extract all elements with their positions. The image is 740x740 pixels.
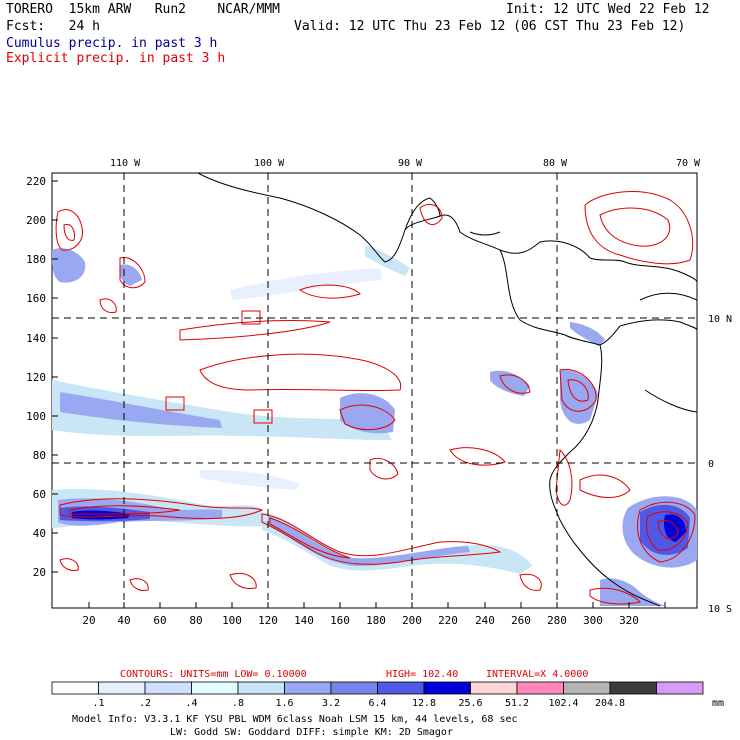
x-tick: 180 (366, 614, 386, 627)
lat-labels: 10 N 0 10 S (708, 314, 732, 615)
color-bar-swatch (284, 681, 332, 695)
color-bar-labels: .1 .2 .4 .8 1.6 3.2 6.4 12.8 25.6 51.2 102.4 204.8 (92, 698, 625, 709)
color-bar-swatch (609, 681, 657, 695)
color-bar-unit: mm (712, 698, 724, 709)
y-tick: 40 (33, 527, 46, 540)
coastlines (197, 173, 697, 607)
color-bar-swatch (237, 681, 285, 695)
color-bar-swatch (191, 681, 239, 695)
y-tick: 120 (26, 371, 46, 384)
x-tick: 80 (189, 614, 202, 627)
color-bar-label: .1 (92, 698, 104, 709)
contour-high: HIGH= 102.40 (386, 669, 458, 680)
color-bar-label: .4 (185, 698, 197, 709)
color-bar-label: 51.2 (505, 698, 529, 709)
valid-time: Valid: 12 UTC Thu 23 Feb 12 (06 CST Thu … (294, 19, 686, 34)
y-tick: 140 (26, 332, 46, 345)
init-time: Init: 12 UTC Wed 22 Feb 12 (506, 2, 710, 17)
model-info: Model Info: V3.3.1 KF YSU PBL WDM 6class… (72, 714, 518, 725)
x-tick: 260 (511, 614, 531, 627)
color-bar-label: 102.4 (548, 698, 578, 709)
explicit-legend: Explicit precip. in past 3 h (6, 51, 226, 66)
contour-info: CONTOURS: UNITS=mm LOW= 0.10000 HIGH= 10… (120, 669, 588, 680)
x-tick: 60 (153, 614, 166, 627)
x-tick: 140 (294, 614, 314, 627)
contour-units: CONTOURS: UNITS=mm LOW= 0.10000 (120, 669, 307, 680)
color-bar-label: 12.8 (412, 698, 436, 709)
explicit-precip-contours (55, 191, 696, 605)
y-tick: 60 (33, 488, 46, 501)
lon-labels: 110 W 100 W 90 W 80 W 70 W (110, 158, 701, 169)
physics-info: LW: Godd SW: Goddard DIFF: simple KM: 2D… (170, 727, 453, 738)
cumulus-legend: Cumulus precip. in past 3 h (6, 36, 218, 51)
color-bar-swatch (656, 681, 704, 695)
x-tick: 20 (82, 614, 95, 627)
x-tick: 280 (547, 614, 567, 627)
y-tick-labels: 220 200 180 160 140 120 100 80 60 40 20 (26, 175, 46, 579)
color-bar-swatch (516, 681, 564, 695)
y-tick: 20 (33, 566, 46, 579)
x-tick: 160 (330, 614, 350, 627)
lon-label: 110 W (110, 158, 141, 169)
x-tick: 100 (222, 614, 242, 627)
color-bar-swatch (563, 681, 611, 695)
color-bar-swatch (330, 681, 378, 695)
x-tick-labels: 20 40 60 80 100 120 140 160 180 200 220 … (82, 614, 639, 627)
x-tick: 320 (619, 614, 639, 627)
y-tick: 220 (26, 175, 46, 188)
y-tick: 100 (26, 410, 46, 423)
lat-lon-grid (52, 173, 697, 608)
y-tick: 80 (33, 449, 46, 462)
forecast-hour: Fcst: 24 h (6, 19, 100, 34)
color-bar-label: 3.2 (322, 698, 340, 709)
lat-label: 10 S (708, 604, 732, 615)
lon-label: 80 W (543, 158, 568, 169)
lon-label: 70 W (676, 158, 701, 169)
color-bar-swatch (377, 681, 425, 695)
x-tick: 220 (438, 614, 458, 627)
lon-label: 100 W (254, 158, 285, 169)
color-bar (51, 681, 704, 695)
color-bar-label: 6.4 (368, 698, 386, 709)
color-bar-swatch (98, 681, 146, 695)
color-bar-label: 25.6 (458, 698, 482, 709)
lat-label: 10 N (708, 314, 732, 325)
y-tick: 160 (26, 292, 46, 305)
x-tick: 300 (583, 614, 603, 627)
y-tick: 200 (26, 214, 46, 227)
lon-label: 90 W (398, 158, 423, 169)
y-tick: 180 (26, 253, 46, 266)
x-tick: 120 (258, 614, 278, 627)
color-bar-swatch (470, 681, 518, 695)
color-bar-label: 204.8 (595, 698, 625, 709)
color-bar-label: 1.6 (275, 698, 293, 709)
model-title: TORERO 15km ARW Run2 NCAR/MMM (6, 2, 280, 17)
color-bar-label: .2 (139, 698, 151, 709)
color-bar-swatch (144, 681, 192, 695)
x-tick: 40 (117, 614, 130, 627)
color-bar-swatch (51, 681, 99, 695)
x-tick: 240 (475, 614, 495, 627)
footer: Model Info: V3.3.1 KF YSU PBL WDM 6class… (72, 714, 518, 738)
contour-interval: INTERVAL=X 4.0000 (486, 669, 588, 680)
color-bar-swatch (423, 681, 471, 695)
lat-label: 0 (708, 459, 714, 470)
tick-marks (52, 180, 666, 608)
color-bar-label: .8 (232, 698, 244, 709)
x-tick: 200 (402, 614, 422, 627)
